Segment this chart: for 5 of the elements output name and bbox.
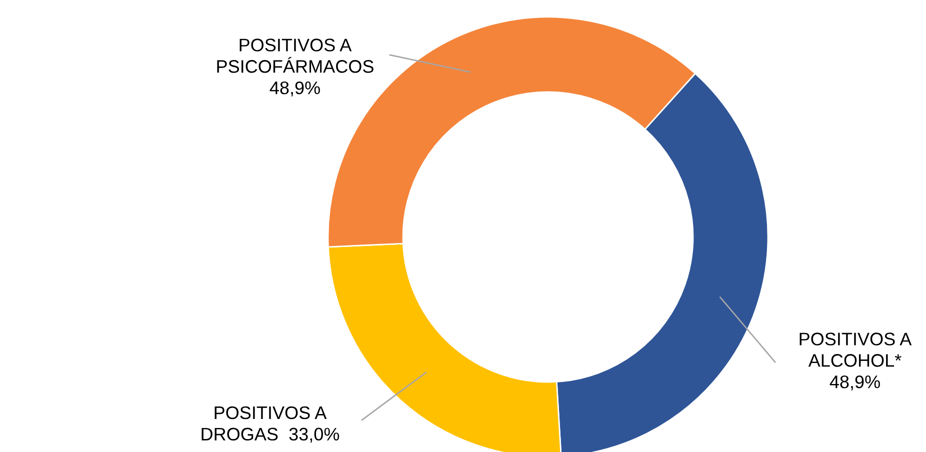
data-label: 48,9% (270, 81, 320, 96)
slice-label: POSITIVOS A DROGAS 33,0% (202, 406, 340, 443)
slice-label: POSITIVOS A ALCOHOL* (800, 332, 912, 367)
slice-label: POSITIVOS A PSICOFÁRMACOS (217, 38, 374, 73)
data-label: 48,9% (830, 375, 880, 390)
